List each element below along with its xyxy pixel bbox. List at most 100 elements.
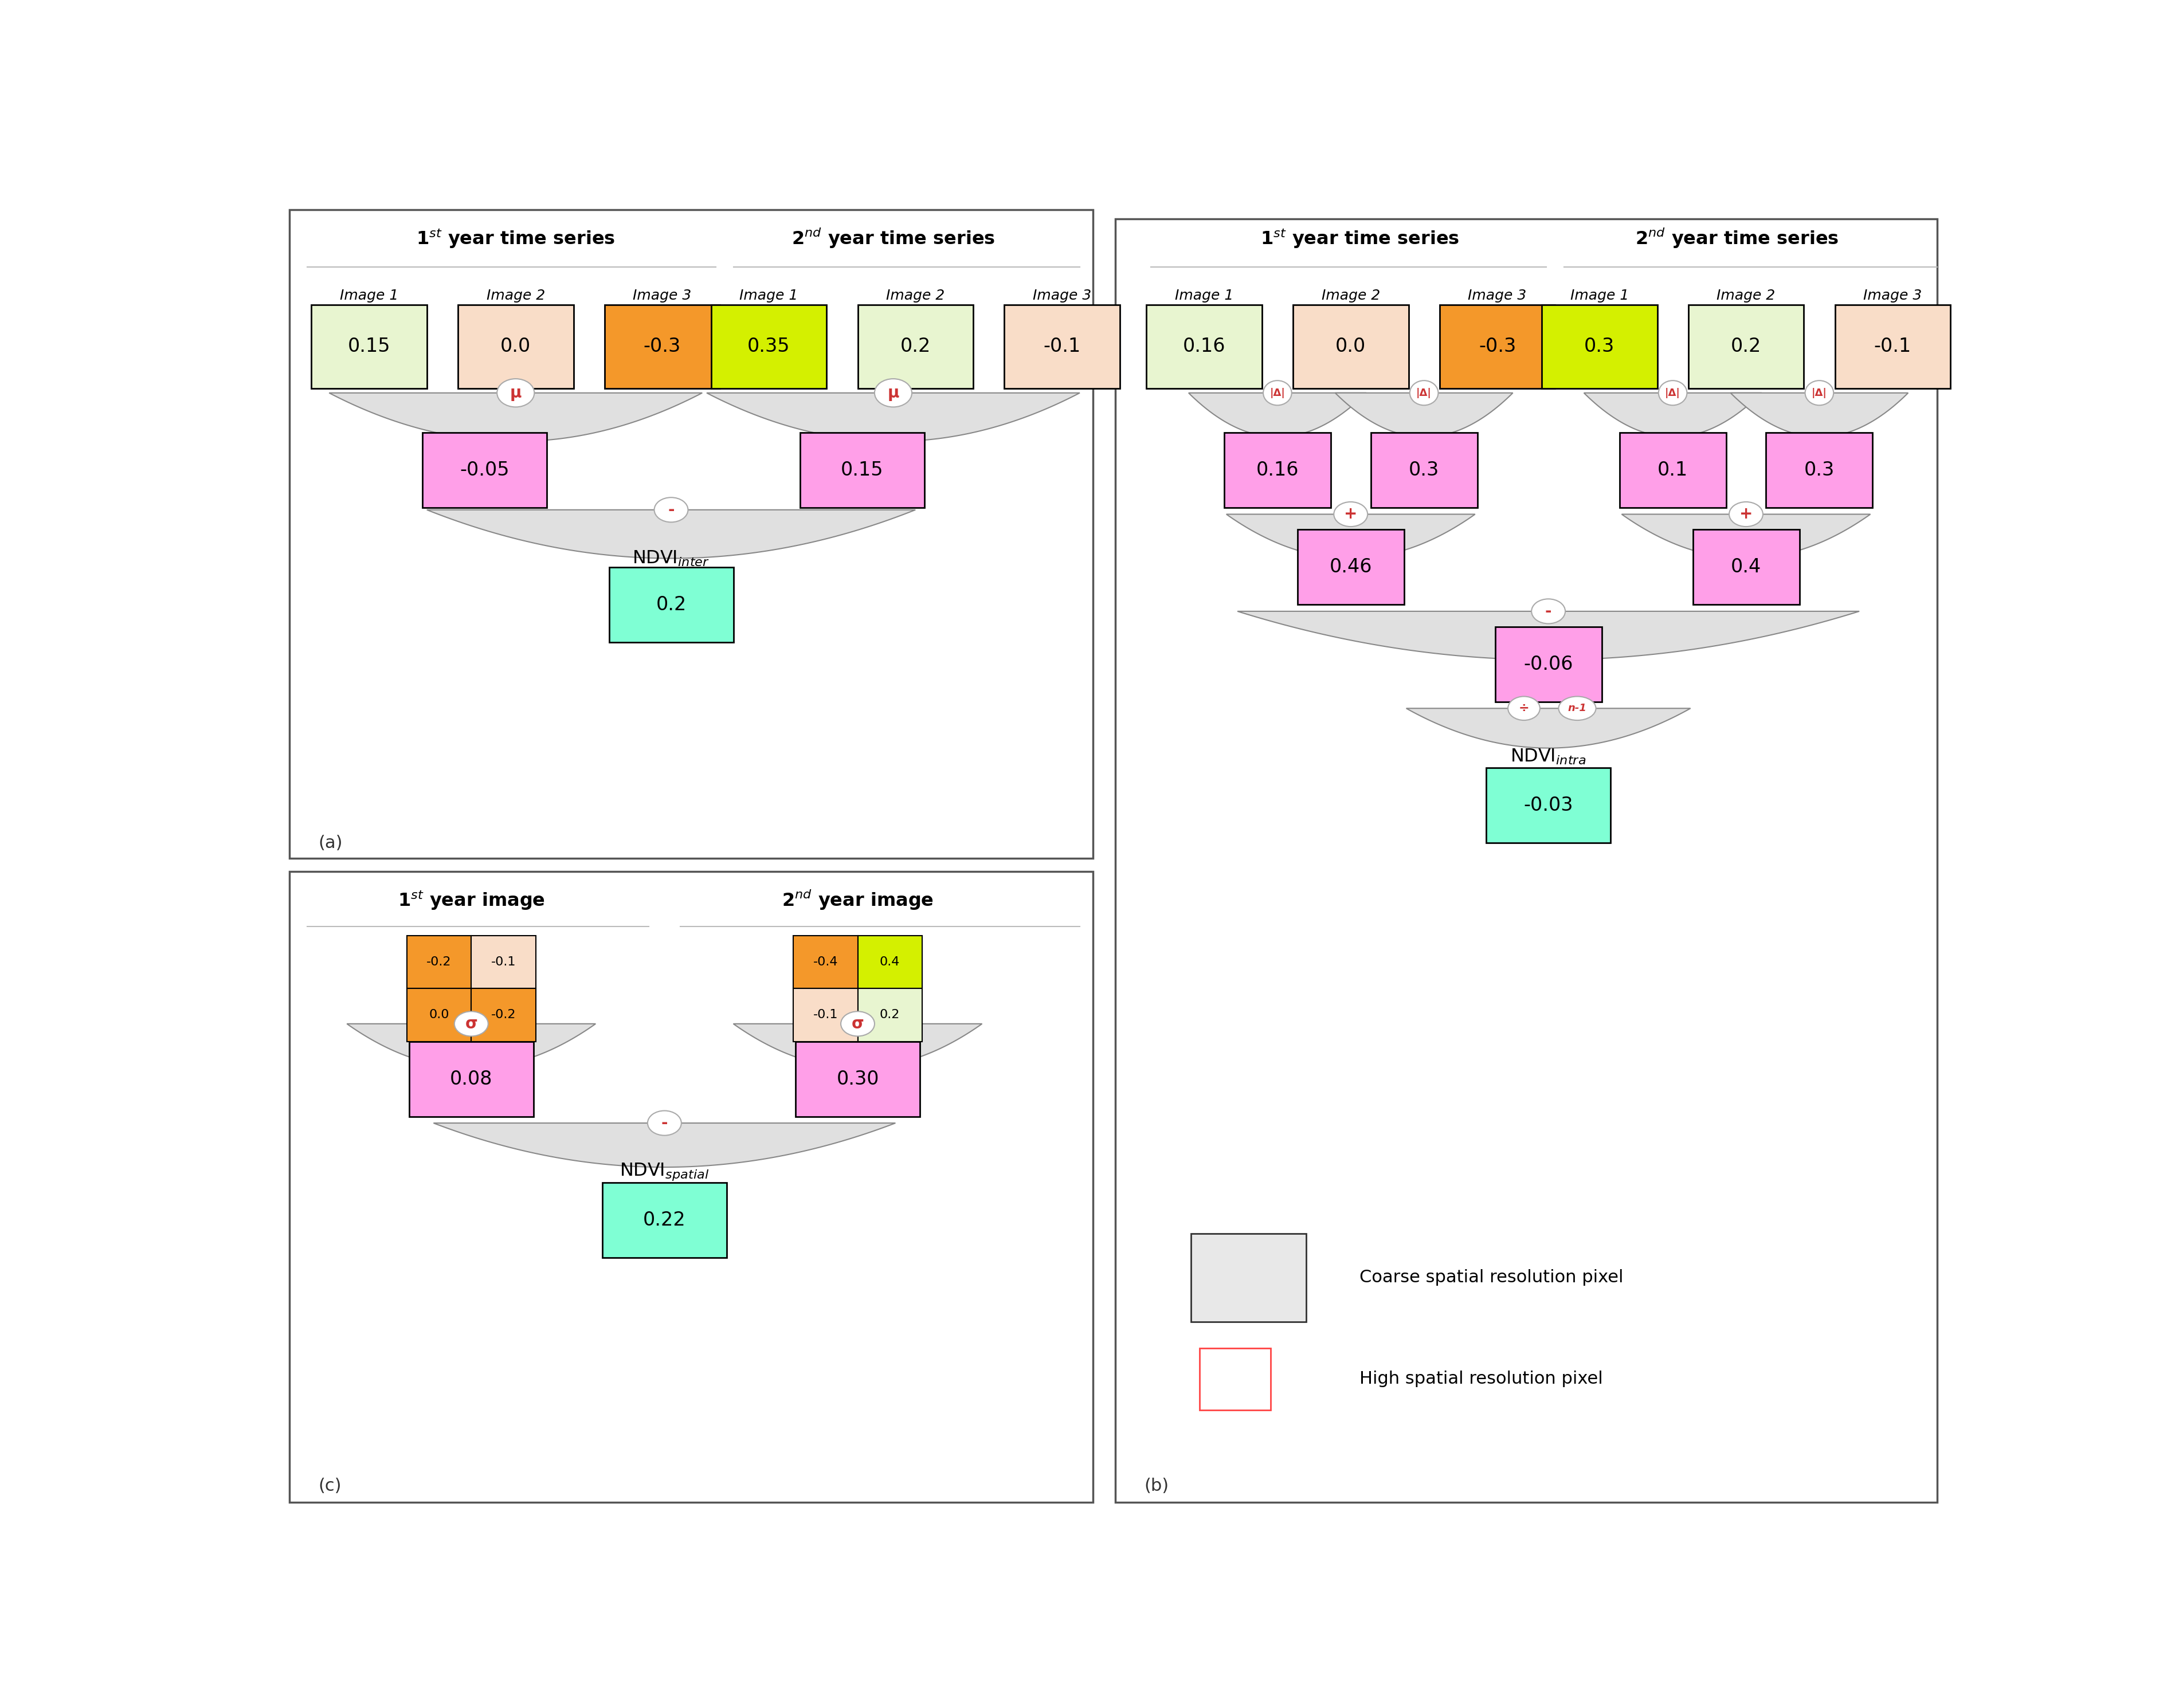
- Text: 1$^{st}$ year time series: 1$^{st}$ year time series: [1259, 227, 1459, 249]
- Polygon shape: [734, 1023, 981, 1068]
- Text: -0.06: -0.06: [1524, 654, 1574, 673]
- Text: Coarse spatial resolution pixel: Coarse spatial resolution pixel: [1359, 1269, 1624, 1286]
- Bar: [792, 989, 858, 1042]
- Text: 0.15: 0.15: [840, 461, 884, 480]
- Polygon shape: [1227, 514, 1474, 559]
- Text: -0.2: -0.2: [426, 956, 452, 968]
- Bar: [792, 936, 858, 989]
- Ellipse shape: [1659, 381, 1687, 405]
- Text: 1$^{st}$ year time series: 1$^{st}$ year time series: [417, 227, 614, 249]
- Ellipse shape: [653, 497, 688, 523]
- Bar: [406, 989, 471, 1042]
- Polygon shape: [1407, 709, 1691, 748]
- Text: -: -: [662, 1115, 669, 1131]
- Text: σ: σ: [851, 1016, 864, 1032]
- Bar: [471, 936, 536, 989]
- Bar: [858, 989, 923, 1042]
- Text: 0.15: 0.15: [347, 336, 391, 355]
- Text: -: -: [1546, 603, 1552, 620]
- Bar: [1693, 529, 1800, 605]
- Polygon shape: [708, 393, 1079, 441]
- Text: |Δ|: |Δ|: [1665, 388, 1680, 398]
- Text: (b): (b): [1144, 1477, 1168, 1494]
- Bar: [604, 304, 721, 388]
- Bar: [1298, 529, 1405, 605]
- Text: |Δ|: |Δ|: [1270, 388, 1285, 398]
- Ellipse shape: [1728, 502, 1763, 526]
- Text: μ: μ: [510, 384, 521, 401]
- Text: 0.0: 0.0: [430, 1009, 449, 1021]
- Bar: [858, 304, 973, 388]
- Bar: [1224, 432, 1331, 507]
- Text: 0.4: 0.4: [879, 956, 901, 968]
- Ellipse shape: [1531, 600, 1565, 623]
- Text: +: +: [1344, 506, 1357, 523]
- Bar: [1294, 304, 1409, 388]
- Text: 0.30: 0.30: [836, 1069, 879, 1088]
- Text: 0.4: 0.4: [1730, 559, 1761, 577]
- Text: 2$^{nd}$ year time series: 2$^{nd}$ year time series: [1635, 227, 1839, 249]
- Bar: [471, 989, 536, 1042]
- Ellipse shape: [497, 379, 534, 407]
- Text: High spatial resolution pixel: High spatial resolution pixel: [1359, 1370, 1602, 1387]
- Text: 1$^{st}$ year image: 1$^{st}$ year image: [397, 888, 545, 912]
- Polygon shape: [1237, 611, 1858, 659]
- Text: Image 1: Image 1: [1570, 289, 1628, 302]
- Text: 0.2: 0.2: [656, 594, 686, 615]
- Bar: [858, 936, 923, 989]
- Text: 2$^{nd}$ year image: 2$^{nd}$ year image: [782, 888, 934, 912]
- Ellipse shape: [1559, 697, 1596, 721]
- Bar: [423, 432, 547, 507]
- Bar: [1192, 1233, 1307, 1322]
- Polygon shape: [428, 509, 916, 559]
- Bar: [795, 1042, 921, 1117]
- Ellipse shape: [1804, 381, 1834, 405]
- Polygon shape: [1622, 514, 1871, 559]
- Text: 0.22: 0.22: [643, 1211, 686, 1230]
- Bar: [406, 936, 471, 989]
- Text: Image 2: Image 2: [486, 289, 545, 302]
- Bar: [1496, 627, 1602, 702]
- Ellipse shape: [1509, 697, 1539, 721]
- Ellipse shape: [454, 1011, 488, 1037]
- Bar: [1689, 304, 1804, 388]
- Bar: [1439, 304, 1554, 388]
- Text: Image 2: Image 2: [1717, 289, 1776, 302]
- Text: Image 1: Image 1: [740, 289, 799, 302]
- Bar: [1487, 769, 1611, 844]
- Text: -0.3: -0.3: [1478, 336, 1515, 355]
- Text: NDVI$_{inter}$: NDVI$_{inter}$: [632, 548, 710, 567]
- Text: |Δ|: |Δ|: [1811, 388, 1828, 398]
- Text: 0.2: 0.2: [879, 1009, 901, 1021]
- Text: 0.3: 0.3: [1804, 461, 1834, 480]
- Text: -0.1: -0.1: [812, 1009, 838, 1021]
- Bar: [799, 432, 925, 507]
- Bar: [458, 304, 573, 388]
- Text: -0.4: -0.4: [812, 956, 838, 968]
- Bar: [1146, 304, 1261, 388]
- Text: -0.1: -0.1: [1874, 336, 1910, 355]
- Text: -0.1: -0.1: [491, 956, 517, 968]
- Bar: [310, 304, 428, 388]
- Text: NDVI$_{intra}$: NDVI$_{intra}$: [1511, 748, 1587, 767]
- Text: n-1: n-1: [1567, 704, 1587, 714]
- Text: Image 2: Image 2: [1322, 289, 1381, 302]
- Ellipse shape: [1409, 381, 1437, 405]
- Text: -0.05: -0.05: [460, 461, 510, 480]
- Polygon shape: [434, 1124, 894, 1167]
- Bar: [1765, 432, 1874, 507]
- Text: Image 3: Image 3: [1468, 289, 1526, 302]
- Bar: [1834, 304, 1950, 388]
- Polygon shape: [1730, 393, 1908, 437]
- Text: 0.16: 0.16: [1183, 336, 1224, 355]
- Bar: [1620, 432, 1726, 507]
- Text: 0.08: 0.08: [449, 1069, 493, 1088]
- Bar: [1116, 219, 1937, 1503]
- Text: (c): (c): [317, 1477, 341, 1494]
- Text: ÷: ÷: [1518, 702, 1528, 714]
- Bar: [289, 210, 1092, 859]
- Text: -0.3: -0.3: [643, 336, 682, 355]
- Text: +: +: [1739, 506, 1752, 523]
- Bar: [1541, 304, 1656, 388]
- Polygon shape: [1585, 393, 1761, 437]
